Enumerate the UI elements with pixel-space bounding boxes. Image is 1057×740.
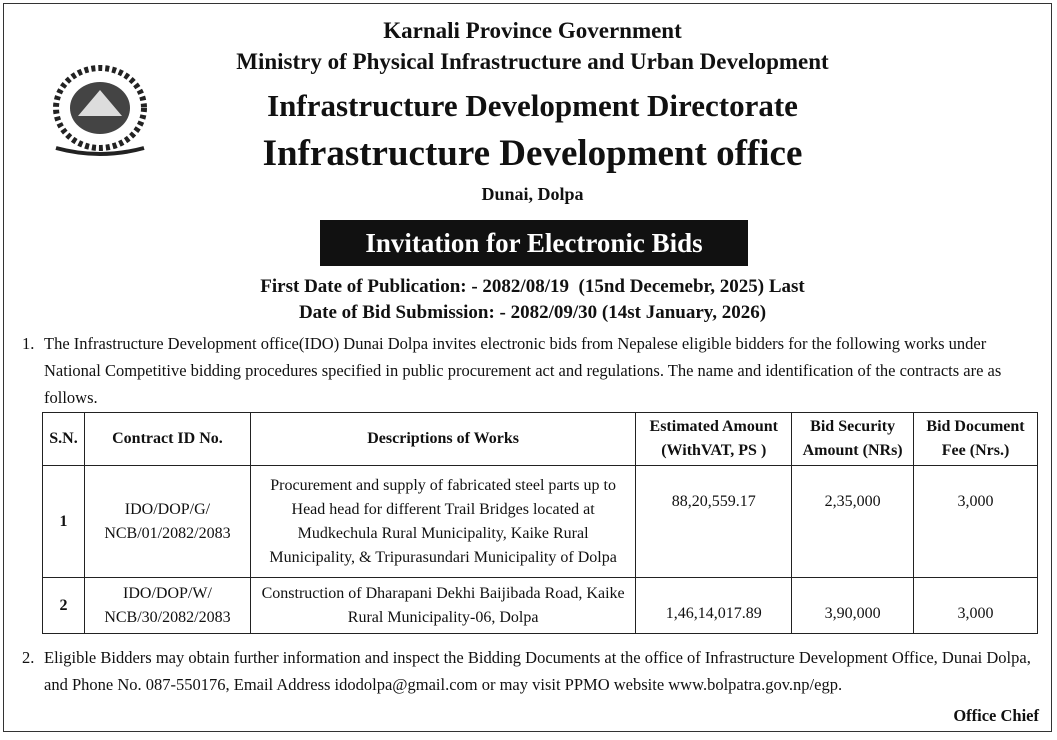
paragraph-text: The Infrastructure Development office(ID…	[44, 334, 1002, 407]
table-cell: IDO/DOP/W/ NCB/30/2082/2083	[83, 577, 251, 634]
header-cell: S.N.	[42, 412, 85, 466]
date-line: Date of Bid Submission: - 2082/09/30 (14…	[298, 302, 767, 323]
table-row: 1 IDO/DOP/G/ NCB/01/2082/2083 Procurement …	[42, 465, 1038, 578]
header-row: S.N. Contract ID No. Descriptions of Works…	[42, 412, 1038, 466]
table-cell: 2	[42, 577, 85, 634]
page: Karnali Province Government Ministry of …	[3, 3, 1052, 732]
table-cell: 1	[42, 465, 85, 578]
header-cell: Bid Security Amount (NRs)	[791, 412, 915, 466]
table-cell: Procurement and supply of fabricated ste…	[249, 465, 637, 578]
banner: Invitation for Electronic Bids	[320, 220, 748, 266]
table-cell: 88,20,559.17	[635, 465, 793, 578]
header-line: Ministry of Physical Infrastructure and …	[236, 49, 829, 74]
bid-table: S.N. Contract ID No. Descriptions of Works…	[42, 412, 1038, 634]
header-line: Karnali Province Government	[383, 18, 682, 43]
header-cell: Bid Document Fee (Nrs.)	[913, 412, 1038, 466]
header-line: Infrastructure Development office	[262, 133, 803, 174]
emblem	[53, 65, 147, 156]
paragraph-text: Eligible Bidders may obtain further info…	[44, 648, 1031, 694]
header-cell: Contract ID No.	[83, 412, 251, 466]
header-line: Infrastructure Development Directorate	[267, 88, 798, 123]
paragraph: 1. The Infrastructure Development office…	[22, 330, 1042, 411]
table-row: 2 IDO/DOP/W/ NCB/30/2082/2083 Construction…	[42, 577, 1038, 634]
table-cell: 2,35,000	[791, 465, 915, 578]
table-cell: 3,90,000	[791, 577, 915, 634]
table-cell: IDO/DOP/G/ NCB/01/2082/2083	[83, 465, 251, 578]
table-cell: Construction of Dharapani Dekhi Baijibad…	[249, 577, 637, 634]
paragraph-number: 2.	[22, 648, 35, 667]
signature: Office Chief	[953, 706, 1039, 725]
paragraph: 2. Eligible Bidders may obtain further i…	[22, 644, 1042, 698]
header-cell: Estimated Amount (WithVAT, PS )	[635, 412, 793, 466]
table-cell: 3,000	[913, 465, 1038, 578]
paragraph-number: 1.	[22, 334, 35, 353]
header-cell: Descriptions of Works	[249, 412, 637, 466]
location: Dunai, Dolpa	[481, 184, 584, 204]
date-line: First Date of Publication: - 2082/08/19 …	[260, 276, 805, 297]
table-cell: 1,46,14,017.89	[635, 577, 793, 634]
table-cell: 3,000	[913, 577, 1038, 634]
